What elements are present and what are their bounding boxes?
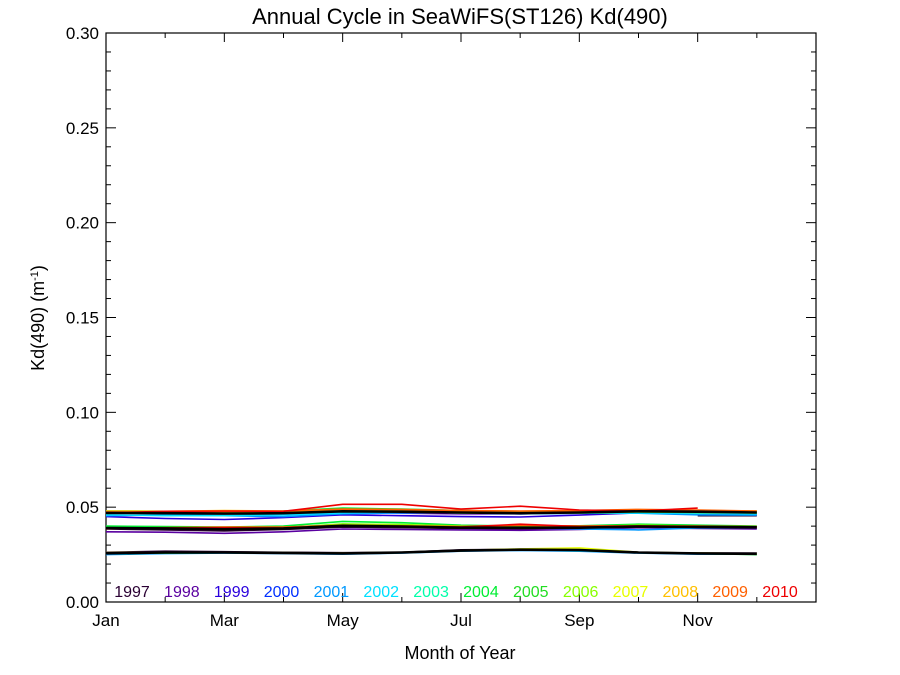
- x-tick-label: Jul: [450, 611, 472, 630]
- series-lines: [105, 503, 757, 556]
- legend-year-2003: 2003: [413, 584, 449, 601]
- y-tick-label: 0.20: [66, 214, 99, 233]
- y-tick-label: 0.15: [66, 309, 99, 328]
- y-axis-label-close: ): [28, 265, 48, 271]
- y-axis-label-superscript: -1: [29, 271, 41, 281]
- y-axis-ticks: 0.00 0.05 0.10 0.15 0.20 0.25 0.30: [66, 24, 816, 612]
- x-tick-label: Sep: [564, 611, 594, 630]
- legend-year-1999: 1999: [214, 584, 250, 601]
- legend-year-2001: 2001: [314, 584, 350, 601]
- y-tick-label: 0.10: [66, 403, 99, 422]
- x-axis-ticks: Jan Mar May Jul Sep Nov: [92, 33, 758, 630]
- legend-year-2006: 2006: [563, 584, 599, 601]
- legend-year-2002: 2002: [363, 584, 399, 601]
- legend-year-1998: 1998: [164, 584, 200, 601]
- x-axis-label: Month of Year: [404, 643, 515, 663]
- x-tick-label: Nov: [683, 611, 714, 630]
- y-axis-label-main: Kd(490) (m: [28, 281, 48, 371]
- chart-title: Annual Cycle in SeaWiFS(ST126) Kd(490): [252, 4, 668, 29]
- y-tick-label: 0.00: [66, 593, 99, 612]
- y-axis-label: Kd(490) (m-1): [28, 265, 48, 371]
- legend-year-2010: 2010: [762, 584, 798, 601]
- series-line-2010: [105, 503, 698, 514]
- legend-year-2009: 2009: [712, 584, 748, 601]
- x-tick-label: May: [327, 611, 360, 630]
- year-legend: 1997 1998 1999 2000 2001 2002 2003 2004 2005 2006…: [114, 584, 798, 601]
- legend-year-2000: 2000: [264, 584, 300, 601]
- legend-year-1997: 1997: [114, 584, 150, 601]
- legend-year-2007: 2007: [613, 584, 649, 601]
- mean-line: [105, 510, 757, 515]
- y-tick-label: 0.30: [66, 24, 99, 43]
- legend-year-2004: 2004: [463, 584, 499, 601]
- legend-year-2005: 2005: [513, 584, 549, 601]
- y-tick-label: 0.05: [66, 498, 99, 517]
- x-tick-label: Jan: [92, 611, 119, 630]
- mean-line: [105, 548, 757, 556]
- y-tick-label: 0.25: [66, 119, 99, 138]
- x-tick-label: Mar: [210, 611, 240, 630]
- mean-line: [105, 524, 757, 531]
- legend-year-2008: 2008: [663, 584, 699, 601]
